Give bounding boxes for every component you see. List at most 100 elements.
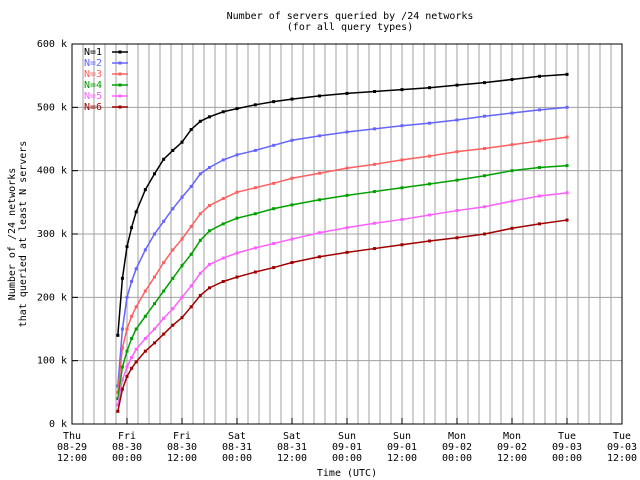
point	[153, 275, 156, 279]
point	[162, 316, 166, 320]
point	[318, 171, 321, 175]
point	[208, 229, 211, 233]
point	[483, 114, 486, 118]
legend-marker	[118, 50, 122, 54]
point	[143, 248, 147, 252]
point	[116, 409, 120, 413]
point	[272, 181, 276, 185]
point	[208, 115, 211, 119]
point	[455, 83, 459, 87]
point	[400, 158, 404, 162]
point	[171, 307, 175, 311]
point	[272, 143, 276, 147]
x-tick-label: 09-01	[387, 442, 417, 453]
y-axis-label: that queried at least N servers	[18, 141, 29, 328]
point	[455, 236, 459, 240]
point	[373, 247, 376, 251]
point	[143, 349, 147, 353]
point	[162, 332, 166, 336]
point	[428, 182, 431, 186]
x-tick-label: 08-31	[222, 442, 252, 453]
point	[345, 250, 349, 254]
x-tick-label: 00:00	[222, 453, 252, 464]
point	[510, 199, 514, 203]
point	[455, 209, 459, 213]
point	[180, 295, 184, 299]
point	[510, 77, 514, 81]
legend-label: N=3	[84, 69, 102, 80]
point	[565, 191, 569, 195]
x-tick-label: 12:00	[167, 453, 197, 464]
plot-frame	[71, 43, 623, 425]
point	[134, 360, 138, 364]
y-axis-label: Number of /24 networks	[7, 168, 18, 300]
series-line	[117, 192, 568, 406]
point	[171, 207, 175, 211]
x-tick-label: Thu	[63, 431, 81, 442]
point	[180, 195, 184, 199]
legend-marker	[118, 61, 122, 65]
point	[345, 166, 349, 170]
point	[116, 397, 120, 401]
point	[510, 111, 514, 115]
y-tick-label: 400 k	[37, 166, 67, 177]
y-tick-label: 100 k	[37, 356, 67, 367]
point	[538, 194, 541, 198]
point	[130, 356, 134, 359]
point	[253, 186, 257, 190]
point	[125, 327, 129, 331]
point	[125, 349, 129, 353]
point	[483, 174, 486, 178]
point	[221, 280, 225, 283]
point	[125, 365, 129, 369]
series-line	[117, 73, 568, 336]
point	[345, 91, 349, 95]
point	[153, 302, 156, 306]
point	[538, 74, 541, 78]
point	[290, 261, 294, 264]
point	[483, 232, 486, 236]
x-tick-label: 12:00	[277, 453, 307, 464]
x-tick-label: Sun	[393, 431, 411, 442]
point	[565, 218, 569, 222]
point	[455, 150, 459, 154]
point	[189, 252, 193, 256]
point	[153, 172, 156, 176]
legend-marker	[118, 94, 122, 98]
y-tick-label: 0 k	[49, 419, 67, 430]
point	[221, 197, 225, 201]
point	[221, 158, 225, 162]
point	[120, 276, 124, 280]
point	[428, 213, 431, 217]
point	[538, 139, 541, 143]
point	[134, 267, 138, 271]
series-line	[117, 106, 568, 387]
point	[130, 314, 134, 318]
point	[483, 147, 486, 150]
series-line	[117, 164, 568, 399]
legend-marker	[118, 83, 122, 87]
point	[483, 81, 486, 85]
point	[171, 148, 175, 152]
y-tick-label: 500 k	[37, 102, 67, 113]
x-tick-label: 09-01	[332, 442, 362, 453]
point	[180, 264, 184, 268]
point	[318, 94, 321, 98]
point	[153, 341, 156, 345]
x-tick-label: 12:00	[497, 453, 527, 464]
x-tick-label: Sat	[283, 431, 301, 442]
point	[272, 100, 276, 104]
legend-label: N=6	[84, 102, 102, 113]
point	[189, 224, 193, 228]
x-tick-label: Mon	[503, 431, 521, 442]
point	[208, 204, 211, 207]
point	[235, 216, 239, 220]
point	[510, 226, 514, 230]
legend-marker	[118, 105, 122, 109]
point	[198, 172, 202, 176]
point	[189, 185, 193, 188]
point	[290, 237, 294, 241]
point	[221, 222, 225, 226]
point	[198, 119, 202, 123]
